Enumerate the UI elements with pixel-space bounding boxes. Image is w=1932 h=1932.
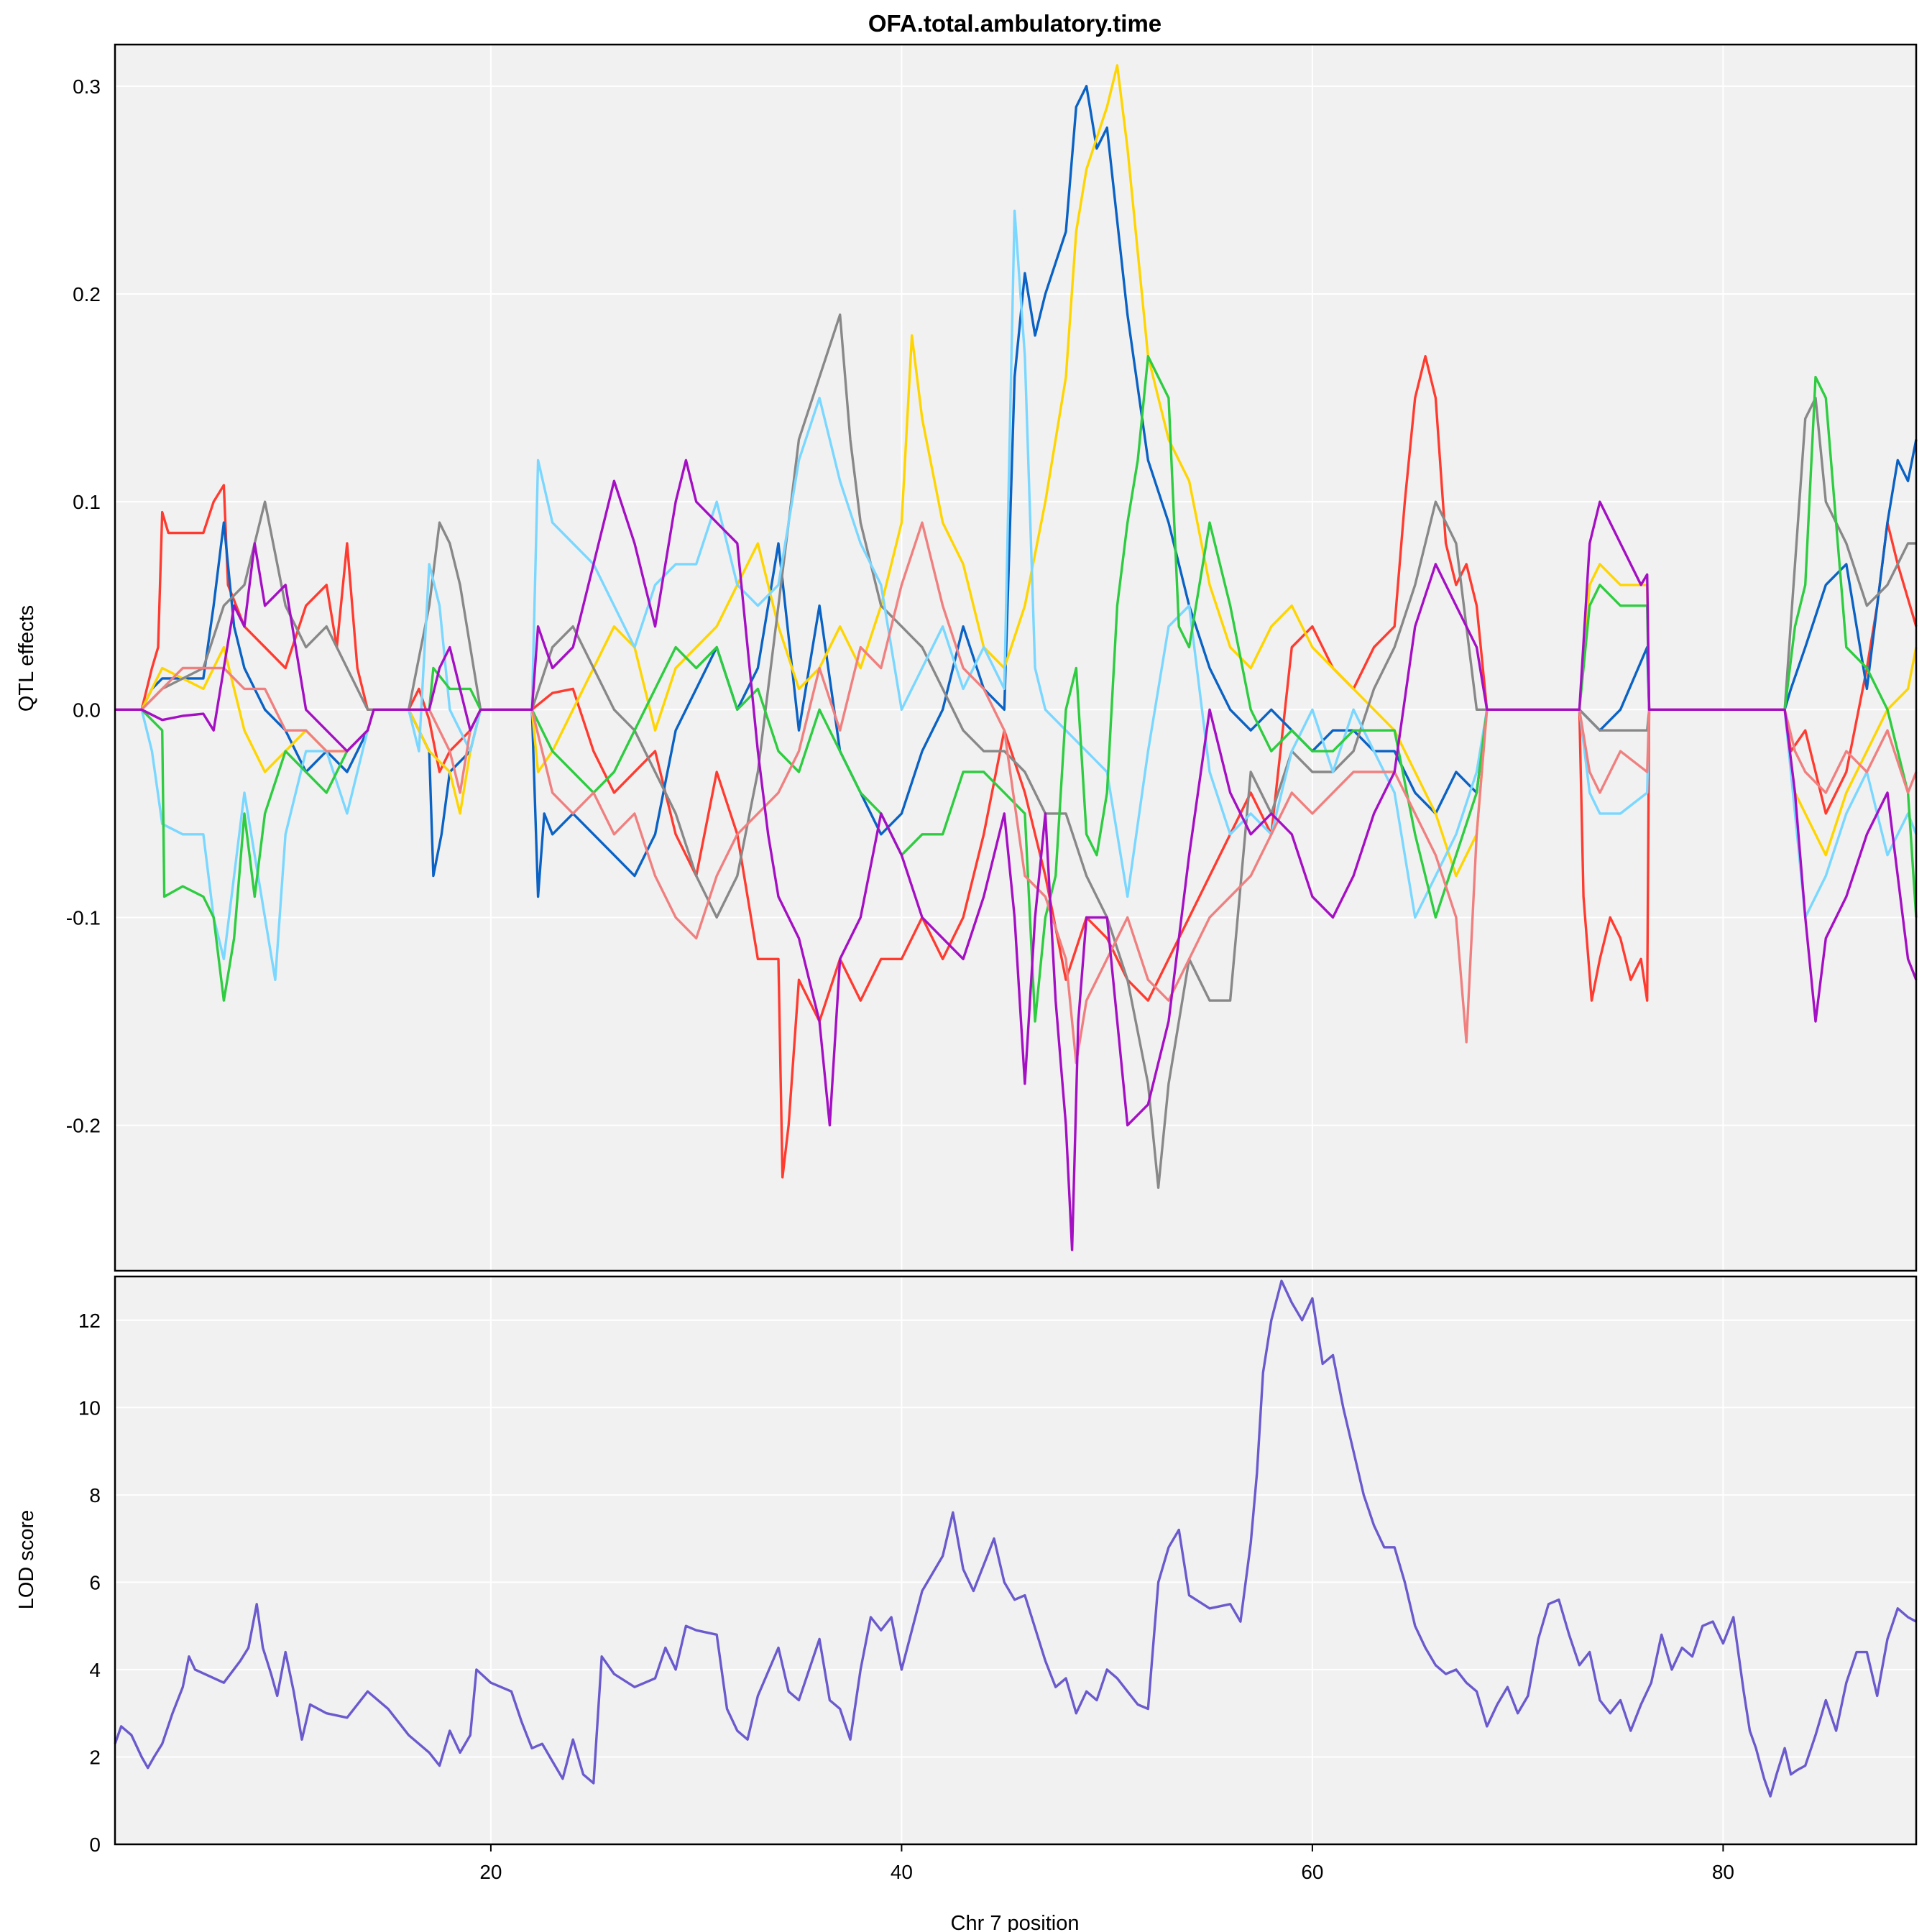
effects-series-line-4 xyxy=(115,313,1916,1189)
effects-series-line-8 xyxy=(115,459,1918,1251)
lod-y-tick-label: 0 xyxy=(89,1834,101,1856)
effects-y-tick-label: 0.2 xyxy=(73,283,101,305)
chart-title: OFA.total.ambulatory.time xyxy=(868,10,1162,37)
effects-panel: -0.2 -0.1 0.0 0.1 0.2 0.3 xyxy=(66,43,1918,1272)
lod-y-tick-label: 4 xyxy=(89,1659,101,1681)
lod-y-axis-label: LOD score xyxy=(15,1510,38,1610)
x-tick-label: 80 xyxy=(1712,1861,1734,1883)
lod-y-tick-label: 10 xyxy=(78,1397,101,1419)
x-tick-label: 40 xyxy=(891,1861,913,1883)
effects-series-line-1 xyxy=(115,355,1918,1179)
effects-y-tick-label: 0.0 xyxy=(73,699,101,721)
effects-plot-background xyxy=(115,45,1916,1271)
effects-y-tick-label: -0.1 xyxy=(66,906,101,929)
x-tick-label: 60 xyxy=(1301,1861,1323,1883)
effects-y-tick-label: -0.2 xyxy=(66,1115,101,1137)
x-tick-label: 20 xyxy=(479,1861,502,1883)
lod-y-tick-label: 2 xyxy=(89,1746,101,1768)
lod-y-tick-label: 6 xyxy=(89,1571,101,1593)
lod-y-tick-label: 8 xyxy=(89,1484,101,1506)
effects-plot-frame xyxy=(114,43,1918,1272)
x-axis-label: Chr 7 position xyxy=(951,1912,1080,1932)
lod-panel: 0 2 4 6 8 10 12 20 40 60 80 xyxy=(78,1275,1918,1883)
effects-y-axis-label: QTL effects xyxy=(15,605,38,712)
effects-y-tick-label: 0.1 xyxy=(73,491,101,513)
lod-y-tick-label: 12 xyxy=(78,1310,101,1332)
effects-y-tick-label: 0.3 xyxy=(73,75,101,98)
lod-plot-frame xyxy=(114,1275,1918,1846)
lod-series-line-1 xyxy=(114,1279,1917,1798)
lod-plot-background xyxy=(115,1276,1916,1844)
